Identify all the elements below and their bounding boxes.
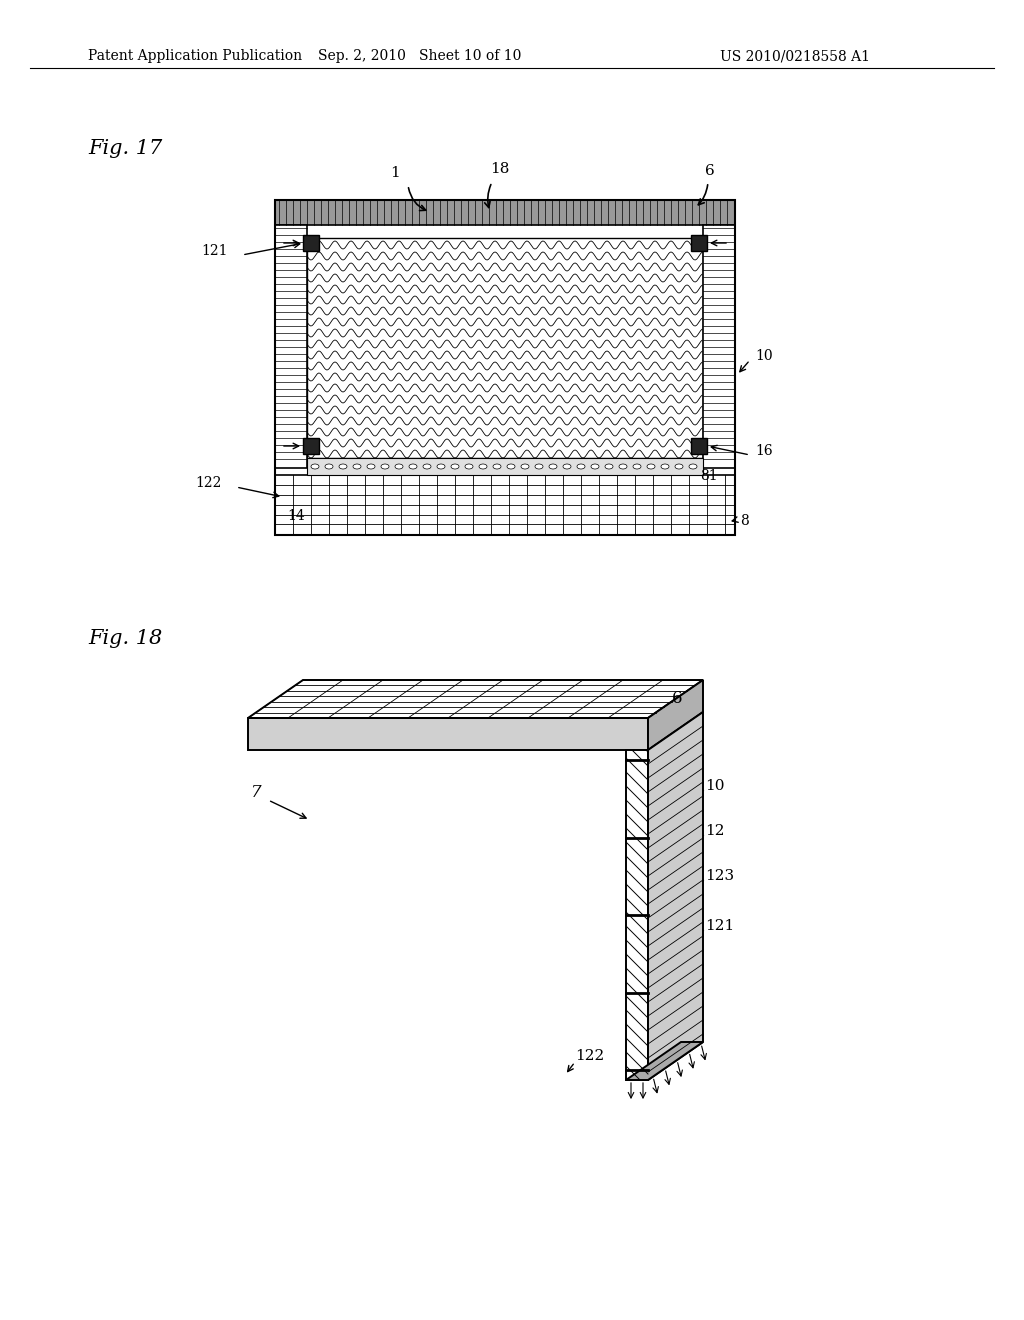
Text: 81: 81 (700, 469, 718, 483)
Ellipse shape (507, 465, 515, 469)
Ellipse shape (325, 465, 333, 469)
Ellipse shape (493, 465, 501, 469)
Text: 6: 6 (672, 690, 683, 708)
Ellipse shape (423, 465, 431, 469)
Ellipse shape (675, 465, 683, 469)
Ellipse shape (479, 465, 487, 469)
Ellipse shape (535, 465, 543, 469)
Text: 14: 14 (287, 510, 305, 523)
Polygon shape (648, 711, 703, 1080)
Ellipse shape (549, 465, 557, 469)
Bar (307, 238, 703, 458)
Ellipse shape (367, 465, 375, 469)
Text: 10: 10 (755, 348, 773, 363)
Bar (275, 475, 735, 535)
Ellipse shape (577, 465, 585, 469)
Ellipse shape (563, 465, 571, 469)
Ellipse shape (591, 465, 599, 469)
Polygon shape (648, 680, 703, 750)
Text: 16: 16 (755, 444, 773, 458)
Text: 10: 10 (705, 779, 725, 793)
Bar (303, 438, 319, 454)
Ellipse shape (311, 465, 319, 469)
Ellipse shape (662, 465, 669, 469)
Text: 121: 121 (202, 244, 228, 257)
Ellipse shape (339, 465, 347, 469)
Bar (691, 438, 707, 454)
Polygon shape (248, 718, 648, 750)
Ellipse shape (381, 465, 389, 469)
Ellipse shape (647, 465, 655, 469)
Ellipse shape (353, 465, 361, 469)
Text: 8: 8 (740, 513, 749, 528)
Text: Sep. 2, 2010   Sheet 10 of 10: Sep. 2, 2010 Sheet 10 of 10 (318, 49, 521, 63)
Ellipse shape (451, 465, 459, 469)
Ellipse shape (605, 465, 613, 469)
Bar (275, 201, 735, 224)
Ellipse shape (395, 465, 403, 469)
Text: 121: 121 (705, 919, 734, 933)
Bar (703, 224, 735, 469)
Text: 6: 6 (706, 164, 715, 178)
Text: 18: 18 (490, 162, 510, 176)
Ellipse shape (618, 465, 627, 469)
Bar (303, 235, 319, 251)
Text: Fig. 18: Fig. 18 (88, 628, 162, 648)
Bar (275, 201, 735, 535)
Ellipse shape (409, 465, 417, 469)
Text: 122: 122 (575, 1049, 604, 1063)
Text: Patent Application Publication: Patent Application Publication (88, 49, 302, 63)
Text: 12: 12 (705, 824, 725, 838)
Polygon shape (248, 680, 703, 718)
Ellipse shape (521, 465, 529, 469)
Text: US 2010/0218558 A1: US 2010/0218558 A1 (720, 49, 870, 63)
Polygon shape (626, 1041, 703, 1080)
Bar (691, 235, 707, 251)
Text: 122: 122 (196, 477, 222, 490)
Bar (307, 458, 703, 475)
Bar (275, 224, 307, 469)
Ellipse shape (689, 465, 697, 469)
Text: Fig. 17: Fig. 17 (88, 139, 162, 157)
Polygon shape (626, 750, 648, 1080)
Text: 1: 1 (390, 166, 400, 180)
Text: 7: 7 (251, 784, 261, 801)
Ellipse shape (437, 465, 445, 469)
Ellipse shape (633, 465, 641, 469)
Ellipse shape (465, 465, 473, 469)
Text: 123: 123 (705, 869, 734, 883)
